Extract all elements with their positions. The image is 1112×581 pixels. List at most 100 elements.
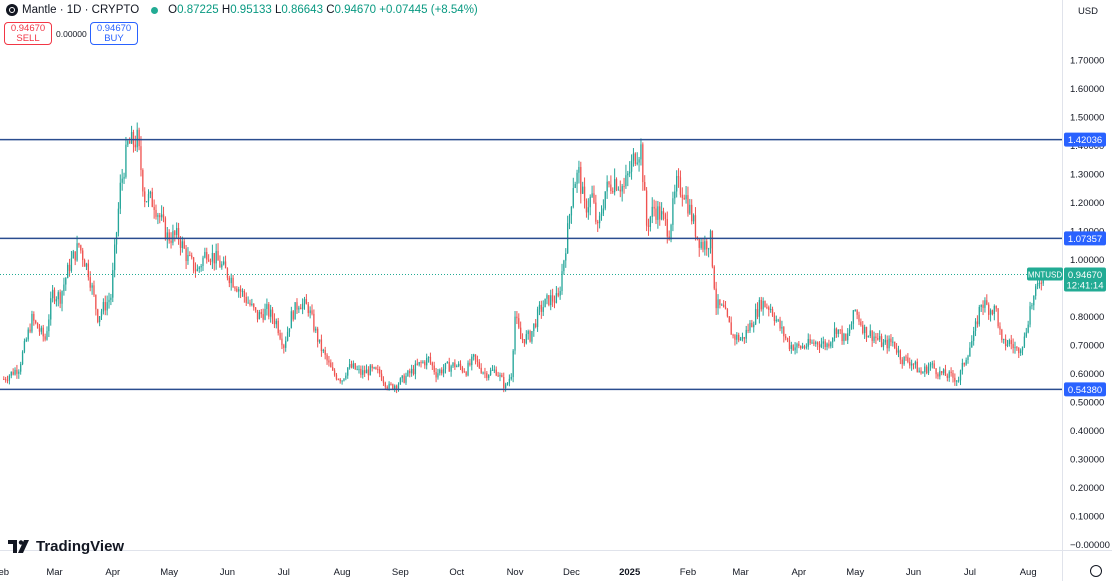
brand-name: TradingView <box>36 538 125 555</box>
mantle-logo-icon <box>6 4 18 16</box>
y-tick-label: 0.40000 <box>1070 426 1104 437</box>
candle-body <box>777 319 779 321</box>
candle-body <box>939 371 941 377</box>
candle-body <box>337 379 339 381</box>
candle-body <box>196 268 199 272</box>
candle-body <box>892 341 894 343</box>
candle-body <box>326 354 328 361</box>
candle-body <box>935 368 937 375</box>
candle-body <box>68 264 71 271</box>
candle-body <box>965 360 967 365</box>
y-tick-label: 0.70000 <box>1070 340 1104 351</box>
candle-body <box>373 367 375 369</box>
candle-body <box>271 309 274 319</box>
sell-button[interactable]: 0.94670 SELL <box>4 22 52 45</box>
candle-body <box>482 372 484 374</box>
candle-body <box>698 238 700 248</box>
candle-body <box>629 171 631 174</box>
candle-body <box>480 367 482 373</box>
candle-body <box>405 375 407 383</box>
candle-body <box>18 371 20 374</box>
candle-body <box>320 339 323 352</box>
candle-body <box>1019 350 1022 354</box>
horizontal-line-price-label-bg <box>1064 382 1106 397</box>
candle-body <box>602 208 605 214</box>
candle-body <box>399 378 402 385</box>
candle-body <box>388 383 390 389</box>
candle-body <box>922 372 924 374</box>
candle-body <box>439 369 441 374</box>
symbol-title[interactable]: Mantle · 1D · CRYPTO <box>22 4 140 16</box>
candle-body <box>888 338 890 349</box>
candle-body <box>1014 347 1016 349</box>
currency-selector[interactable]: USD <box>1077 6 1098 17</box>
candle-body <box>234 287 236 289</box>
buy-label: BUY <box>104 32 124 44</box>
sell-price: 0.94670 <box>10 22 46 34</box>
settings-gear-icon[interactable] <box>1090 565 1102 577</box>
candle-body <box>345 375 347 379</box>
candle-body <box>153 206 155 211</box>
candle-body <box>249 302 251 305</box>
candle-body <box>811 342 813 344</box>
candle-body <box>251 303 253 305</box>
time-axis[interactable]: eb Mar Apr May Jun Jul Aug Sep Oct Nov Dec 2025 Feb M… <box>0 567 1037 578</box>
candle-body <box>521 339 524 341</box>
candle-body <box>401 375 403 379</box>
candle-body <box>403 375 405 383</box>
candle-body <box>771 308 774 316</box>
candle-body <box>721 304 723 306</box>
candle-body <box>318 339 321 342</box>
candle-body <box>828 343 830 347</box>
candle-body <box>207 259 210 262</box>
candle-body <box>657 206 659 220</box>
y-tick-label: 0.60000 <box>1070 369 1104 380</box>
candle-body <box>48 319 50 332</box>
buy-button[interactable]: 0.94670 BUY <box>90 22 138 45</box>
candle-body <box>187 255 189 262</box>
candle-body <box>95 294 97 310</box>
tradingview-logo[interactable]: TradingView <box>8 538 124 555</box>
candle-body <box>536 309 539 327</box>
candle-body <box>74 251 76 261</box>
candle-body <box>638 159 640 163</box>
candle-body <box>416 363 418 365</box>
candle-body <box>912 363 915 365</box>
candle-body <box>679 177 682 195</box>
candle-body <box>67 264 69 279</box>
candle-body <box>533 323 535 332</box>
candle-body <box>926 366 928 374</box>
candle-body <box>659 206 661 220</box>
candle-body <box>997 308 999 327</box>
candle-body <box>33 314 35 321</box>
candle-body <box>788 340 791 349</box>
candle-body <box>215 250 217 264</box>
candle-body <box>591 193 593 197</box>
candle-body <box>172 231 174 243</box>
sell-label: SELL <box>16 32 40 44</box>
candle-body <box>80 245 82 251</box>
horizontal-lines[interactable] <box>0 138 1062 391</box>
y-tick-label: 0.30000 <box>1070 454 1104 465</box>
x-tick-label: Jun <box>220 567 235 578</box>
candle-body <box>867 335 870 338</box>
candle-body <box>444 363 447 370</box>
candle-body <box>751 322 753 328</box>
candle-body <box>506 383 509 385</box>
candle-body <box>1016 347 1018 349</box>
candle-body <box>758 299 761 317</box>
candle-body <box>612 191 614 193</box>
candle-body <box>31 314 33 332</box>
candle-body <box>454 362 456 368</box>
candle-body <box>826 343 828 347</box>
price-axis[interactable]: 1.700001.600001.500001.400001.300001.200… <box>1070 55 1110 550</box>
candle-body <box>446 362 449 364</box>
candle-body <box>192 257 195 271</box>
candle-body <box>640 144 642 160</box>
candle-body <box>617 189 620 191</box>
candle-body <box>610 184 612 192</box>
candle-body <box>527 331 529 335</box>
candle-body <box>779 319 781 329</box>
y-tick-label: 1.20000 <box>1070 198 1104 209</box>
